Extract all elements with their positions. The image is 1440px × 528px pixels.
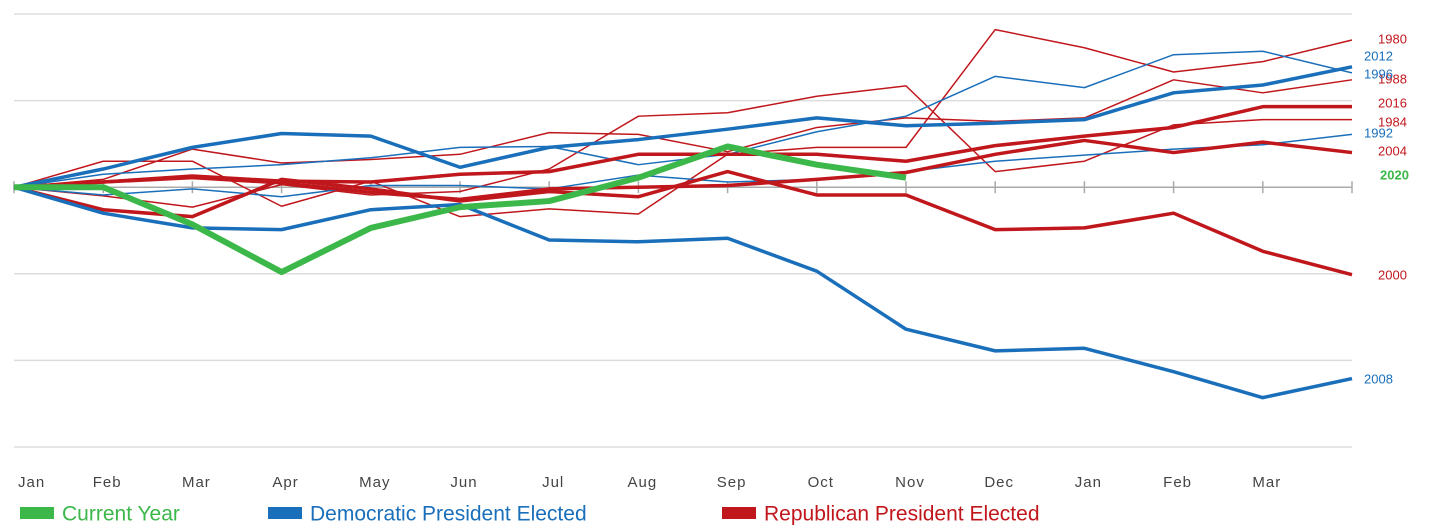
series-line bbox=[13, 133, 1353, 198]
legend-label: Current Year bbox=[62, 503, 180, 526]
series-label: 1988 bbox=[1378, 71, 1407, 86]
x-tick-label: Nov bbox=[895, 474, 925, 491]
series-line bbox=[13, 28, 1353, 218]
series-label: 2016 bbox=[1378, 95, 1407, 110]
series-label: 2000 bbox=[1378, 267, 1407, 282]
series-label: 1984 bbox=[1378, 114, 1407, 129]
series-label: 2008 bbox=[1364, 371, 1393, 386]
x-tick-label: Dec bbox=[984, 474, 1014, 491]
x-tick-label: Mar bbox=[1252, 474, 1281, 491]
x-tick-label: Jan bbox=[18, 474, 45, 491]
series-label: 1992 bbox=[1364, 125, 1393, 140]
x-tick-label: Feb bbox=[93, 474, 122, 491]
x-tick-label: Sep bbox=[717, 474, 747, 491]
series-line bbox=[13, 50, 1353, 188]
series-line bbox=[13, 104, 1352, 189]
series-label: 1996 bbox=[1364, 66, 1393, 81]
x-tick-label: Jun bbox=[450, 474, 477, 491]
series-line bbox=[13, 79, 1353, 188]
series-line bbox=[14, 143, 907, 276]
series-line bbox=[13, 85, 1352, 208]
x-tick-label: Mar bbox=[182, 474, 211, 491]
legend-swatch bbox=[268, 507, 302, 519]
series-label: 2020 bbox=[1380, 167, 1409, 182]
legend-label: Republican President Elected bbox=[764, 503, 1040, 526]
x-tick-label: Oct bbox=[808, 474, 834, 491]
x-tick-label: Feb bbox=[1163, 474, 1192, 491]
x-tick-label: Aug bbox=[628, 474, 658, 491]
series-label: 2004 bbox=[1378, 143, 1407, 158]
legend-swatch bbox=[20, 507, 54, 519]
series-line bbox=[13, 169, 1353, 277]
legend-swatch bbox=[722, 507, 756, 519]
series-label: 2012 bbox=[1364, 48, 1393, 63]
series-label: 1980 bbox=[1378, 31, 1407, 46]
x-tick-label: Jan bbox=[1075, 474, 1102, 491]
series-line bbox=[13, 138, 1353, 202]
x-tick-label: Jul bbox=[542, 474, 564, 491]
x-tick-label: May bbox=[359, 474, 390, 491]
series-line bbox=[13, 185, 1353, 400]
series-line bbox=[13, 65, 1353, 189]
x-tick-label: Apr bbox=[272, 474, 298, 491]
legend-label: Democratic President Elected bbox=[310, 503, 587, 526]
